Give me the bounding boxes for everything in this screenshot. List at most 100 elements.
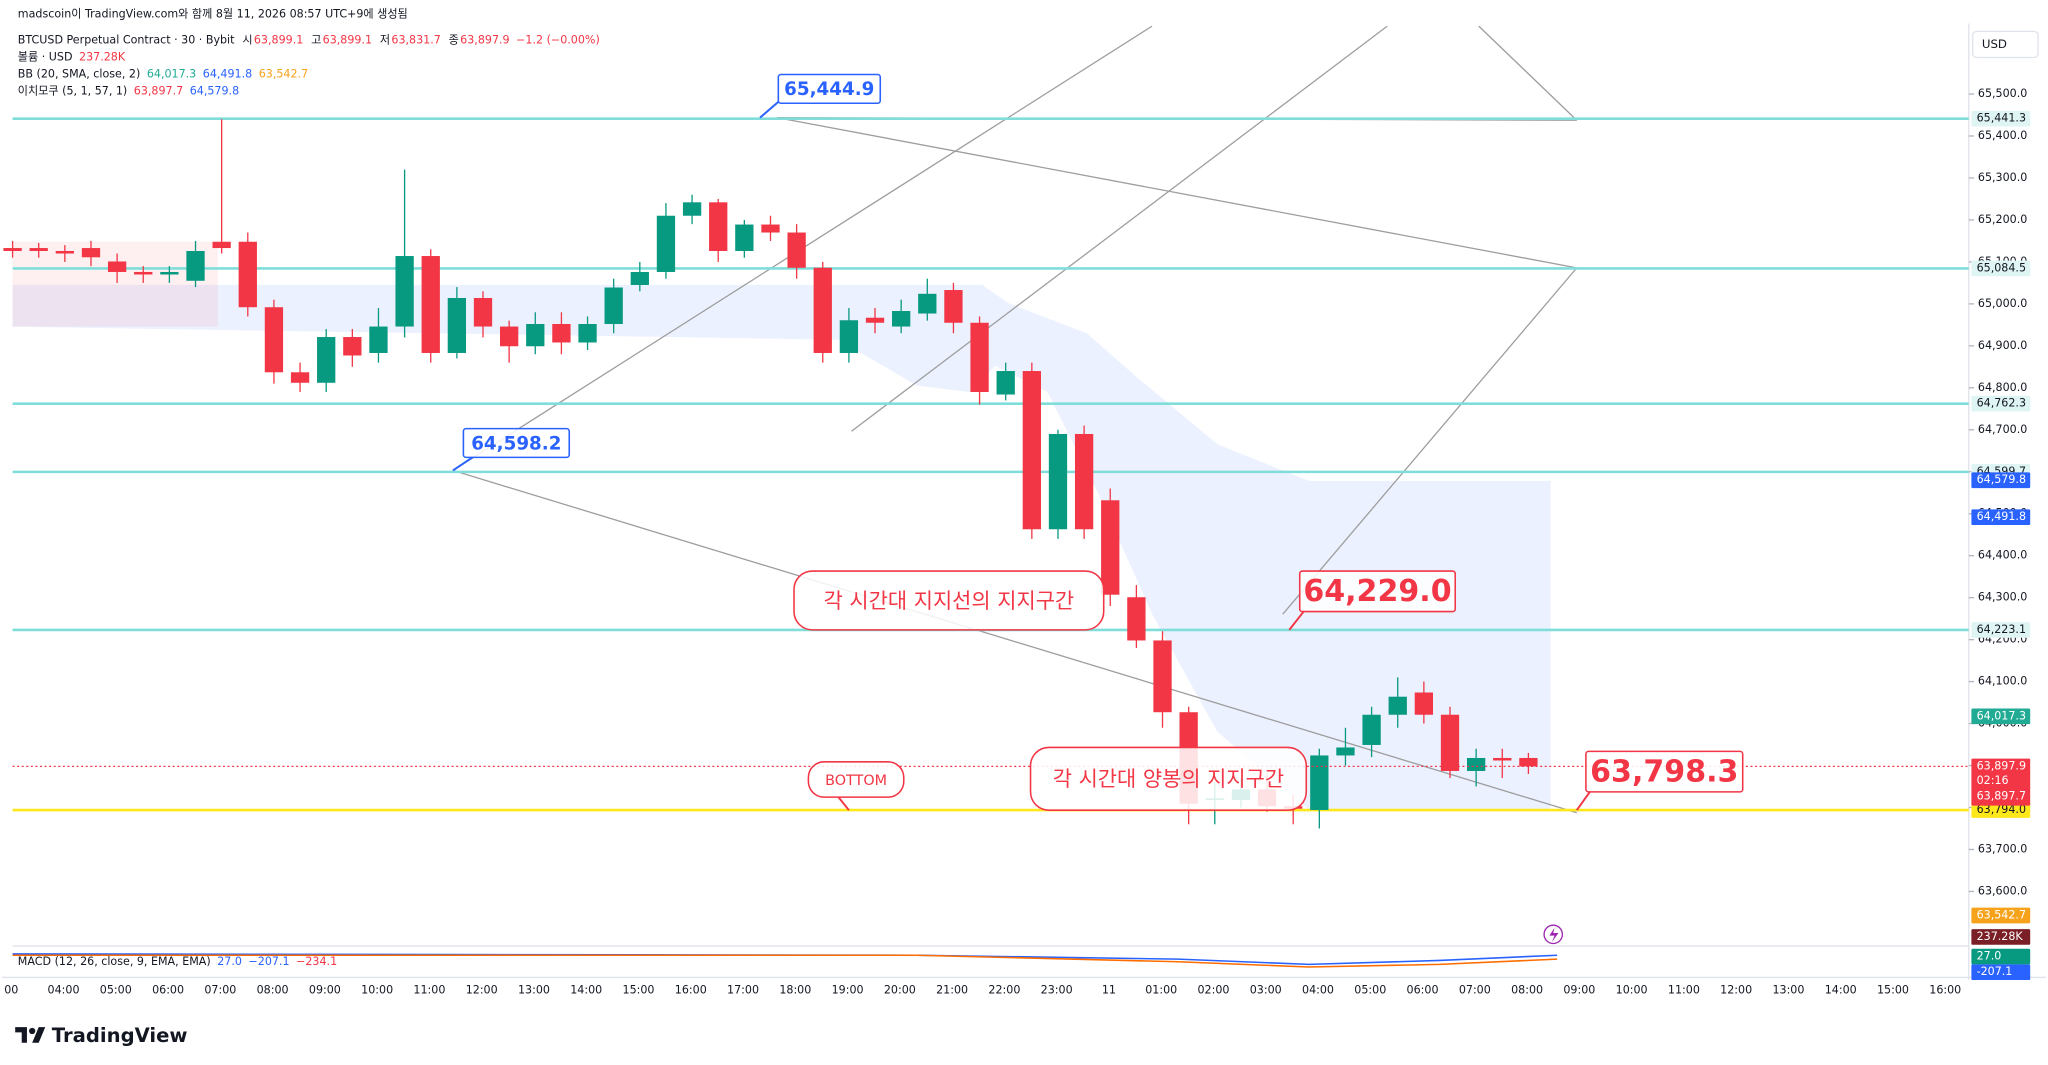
trend-line	[452, 469, 1577, 814]
x-tick-label: 06:00	[1407, 984, 1439, 997]
legend-item: 63,899.1	[323, 34, 372, 47]
annotation-box	[1029, 746, 1308, 811]
candle-body	[343, 337, 362, 356]
candle-body	[578, 324, 597, 343]
annotation-pointer	[759, 101, 779, 119]
legend-item: BB (20, SMA, close, 2)	[18, 67, 141, 80]
candle-body	[1127, 597, 1146, 641]
candle-body	[81, 248, 101, 258]
logo-mark	[15, 1027, 46, 1043]
candle-body	[944, 290, 963, 323]
x-tick-label: 16:00	[1929, 984, 1961, 997]
x-tick-label: 09:00	[1563, 984, 1595, 997]
annotation-text: 64,229.0	[1303, 574, 1451, 609]
y-tick-label: 63,600.0	[1978, 884, 2027, 897]
annotation-text: 각 시간대 양봉의 지지구간	[1053, 767, 1284, 791]
y-tick-label: 64,400.0	[1978, 549, 2027, 562]
candle-body	[107, 261, 127, 272]
legend-item: BTCUSD Perpetual Contract · 30 · Bybit	[18, 34, 235, 47]
level-tag-label: 65,084.5	[1977, 261, 2026, 274]
x-tick-label: 16:00	[675, 984, 707, 997]
candle-body	[160, 271, 179, 275]
y-tick-label: 64,100.0	[1978, 675, 2027, 688]
legend-line: madscoin이 TradingView.com와 함께 8월 11, 202…	[18, 7, 408, 20]
x-tick-label: 11:00	[413, 984, 445, 997]
x-tick-label: 13:00	[518, 984, 550, 997]
y-tick-label: 65,200.0	[1978, 213, 2027, 226]
legend-item: 63,897.9	[460, 34, 509, 47]
legend-line: 볼륨 · USD 237.28K	[18, 50, 126, 63]
logo	[15, 1027, 46, 1043]
x-tick-label: 20:00	[884, 984, 916, 997]
x-tick-label: 18:00	[779, 984, 811, 997]
level-tag-label: 65,441.3	[1977, 112, 2026, 125]
trend-line	[776, 116, 1577, 269]
ichimoku-cloud	[12, 241, 1551, 811]
candle-body	[447, 297, 467, 353]
pane-tag-label: 27.0	[1977, 950, 2002, 963]
candle-body	[186, 250, 205, 281]
y-tick-label: 64,800.0	[1978, 381, 2027, 394]
annotation-box	[807, 761, 905, 798]
trend-line	[1282, 267, 1578, 615]
alert-bolt	[1549, 927, 1559, 943]
candle-body	[1466, 757, 1486, 771]
x-tick-label: 15:00	[1877, 984, 1909, 997]
x-tick-label: 00	[4, 984, 18, 997]
candle-body	[1153, 640, 1172, 713]
x-tick-label: 07:00	[1459, 984, 1491, 997]
legend-item: −234.1	[296, 955, 337, 968]
axis-tag-label: 63,542.7	[1977, 908, 2026, 921]
x-tick-label: 04:00	[48, 984, 80, 997]
candle-body	[1519, 757, 1538, 767]
candle-body	[134, 271, 153, 275]
ichimoku-tag-label: 63,897.7	[1977, 789, 2026, 802]
annotation-pointer	[1575, 791, 1591, 811]
candle-body	[317, 337, 336, 383]
legend-item: 63,831.7	[391, 34, 440, 47]
candle-body	[421, 256, 440, 353]
candle-body	[604, 287, 623, 325]
annotation-box	[462, 427, 571, 459]
level-tag-label: 64,223.1	[1977, 623, 2026, 636]
signal-line	[12, 954, 1558, 968]
legend-item: MACD (12, 26, close, 9, EMA, EMA)	[18, 955, 211, 968]
cloud-area	[12, 284, 1551, 811]
x-tick-label: 11:00	[1668, 984, 1700, 997]
x-tick-label: 04:00	[1302, 984, 1334, 997]
x-tick-label: 21:00	[936, 984, 968, 997]
candle-body	[526, 324, 545, 347]
logo-dot	[29, 1027, 36, 1035]
legend-item: 고	[311, 34, 321, 47]
candle-body	[1414, 692, 1434, 715]
y-tick-label: 65,500.0	[1978, 87, 2027, 100]
currency-button[interactable]	[1972, 30, 2039, 59]
level-tag	[1971, 802, 2031, 818]
annotation-box	[793, 570, 1105, 631]
x-tick-label: 05:00	[100, 984, 132, 997]
candle-body	[1310, 755, 1329, 811]
y-tick-label: 65,300.0	[1978, 171, 2027, 184]
legend-item: 볼륨 · USD	[18, 50, 73, 63]
candle-body	[499, 326, 519, 347]
axis-tag	[1971, 907, 2031, 924]
x-tick-label: 19:00	[832, 984, 864, 997]
candle-body	[552, 324, 571, 343]
annotation-pointer	[452, 456, 474, 472]
level-tag-label: 64,762.3	[1977, 397, 2026, 410]
x-tick-label: 08:00	[1511, 984, 1543, 997]
x-tick-label: 12:00	[466, 984, 498, 997]
candle-body	[996, 371, 1015, 395]
level-tag	[1971, 395, 2031, 412]
axis-tag-label: 64,017.3	[1977, 709, 2026, 722]
legend-item: 64,017.3	[147, 67, 196, 80]
x-tick-label: 02:00	[1197, 984, 1229, 997]
x-tick-label: 08:00	[257, 984, 289, 997]
annotation-text: 65,444.9	[784, 79, 874, 100]
x-tick-label: 10:00	[361, 984, 393, 997]
legend-item: 64,579.8	[190, 84, 239, 97]
candle-body	[55, 250, 74, 254]
x-tick-label: 10:00	[1616, 984, 1648, 997]
legend-item: 63,897.7	[134, 84, 183, 97]
candle-body	[212, 241, 231, 249]
